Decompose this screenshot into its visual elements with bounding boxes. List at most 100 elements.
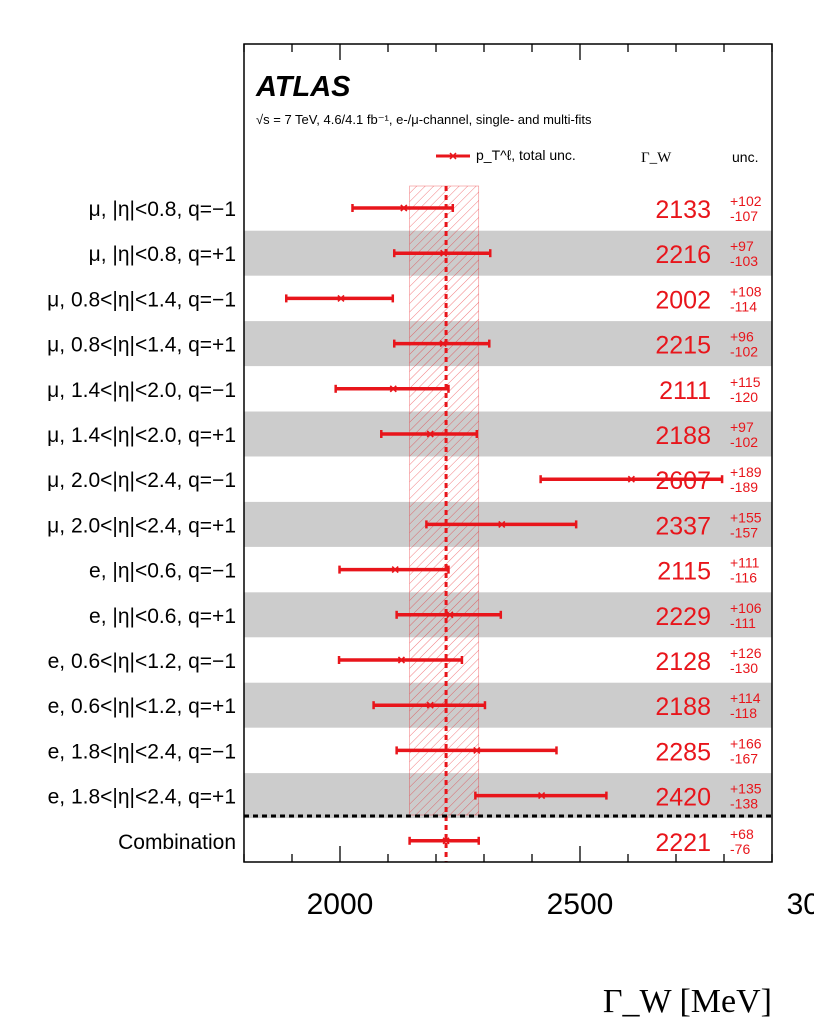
uncertainty-down: -102 bbox=[730, 344, 758, 360]
row-label: μ, 1.4<|η|<2.0, q=−1 bbox=[47, 379, 236, 402]
uncertainty-down: -102 bbox=[730, 434, 758, 450]
measurement-markers bbox=[284, 204, 724, 845]
central-value-marker bbox=[389, 385, 397, 393]
central-value-marker bbox=[446, 611, 454, 619]
x-tick-label: 2000 bbox=[307, 888, 374, 921]
central-value: 2229 bbox=[655, 603, 711, 631]
central-value-marker bbox=[440, 249, 448, 257]
row-band bbox=[244, 321, 772, 367]
row-label: e, |η|<0.6, q=+1 bbox=[89, 605, 236, 628]
uncertainty-down: -189 bbox=[730, 479, 758, 495]
central-value: 2420 bbox=[655, 784, 711, 812]
plot-frame bbox=[243, 43, 773, 863]
row-label: e, 0.6<|η|<1.2, q=−1 bbox=[48, 650, 236, 673]
central-value-marker bbox=[473, 746, 481, 754]
x-tick-label: 2500 bbox=[547, 888, 614, 921]
legend: p_T^ℓ, total unc. bbox=[436, 147, 576, 163]
uncertainty-up: +97 bbox=[730, 238, 754, 254]
central-value: 2128 bbox=[655, 648, 711, 676]
central-value-marker bbox=[400, 204, 408, 212]
row-label: μ, 2.0<|η|<2.4, q=−1 bbox=[47, 469, 236, 492]
central-value: 2285 bbox=[655, 738, 711, 766]
central-value: 2111 bbox=[659, 377, 711, 405]
x-axis-label: Γ_W [MeV] bbox=[603, 983, 772, 1020]
row-label: e, |η|<0.6, q=−1 bbox=[89, 560, 236, 583]
central-value: 2188 bbox=[655, 693, 711, 721]
uncertainty-up: +135 bbox=[730, 781, 762, 797]
central-value: 2215 bbox=[655, 332, 711, 360]
row-bands bbox=[244, 230, 772, 819]
uncertainty-down: -76 bbox=[730, 841, 750, 857]
legend-label: p_T^ℓ, total unc. bbox=[476, 147, 576, 163]
uncertainty-up: +155 bbox=[730, 509, 762, 525]
x-tick-label: 3000 bbox=[787, 888, 814, 921]
uncertainty-down: -157 bbox=[730, 524, 758, 540]
uncertainty-up: +189 bbox=[730, 464, 762, 480]
central-value-marker bbox=[442, 837, 450, 845]
uncertainty-down: -120 bbox=[730, 389, 758, 405]
central-value: 2337 bbox=[655, 512, 711, 540]
central-value: 2188 bbox=[655, 422, 711, 450]
uncertainty-down: -118 bbox=[730, 705, 757, 721]
row-label: Combination bbox=[118, 831, 236, 854]
row-label: μ, 1.4<|η|<2.0, q=+1 bbox=[47, 424, 236, 447]
row-label: μ, 0.8<|η|<1.4, q=−1 bbox=[47, 288, 236, 311]
central-value: 2115 bbox=[657, 558, 711, 586]
central-value-marker bbox=[538, 792, 546, 800]
uncertainty-up: +108 bbox=[730, 283, 762, 299]
row-band bbox=[244, 411, 772, 457]
experiment-label: ATLAS bbox=[255, 71, 351, 103]
chart-subtitle: √s = 7 TeV, 4.6/4.1 fb⁻¹, e-/μ-channel, … bbox=[256, 112, 592, 127]
row-label: e, 1.8<|η|<2.4, q=+1 bbox=[48, 786, 236, 809]
uncertainty-up: +126 bbox=[730, 645, 762, 661]
central-value: 2133 bbox=[655, 196, 711, 224]
central-value-marker bbox=[426, 430, 434, 438]
central-value: 2216 bbox=[655, 241, 711, 269]
row-label: e, 0.6<|η|<1.2, q=+1 bbox=[48, 695, 236, 718]
row-label: μ, |η|<0.8, q=−1 bbox=[89, 198, 236, 221]
uncertainty-up: +106 bbox=[730, 600, 762, 616]
uncertainty-down: -103 bbox=[730, 253, 758, 269]
row-labels: μ, |η|<0.8, q=−1 μ, |η|<0.8, q=+1 μ, 0.8<|… bbox=[47, 198, 236, 854]
row-label: e, 1.8<|η|<2.4, q=−1 bbox=[48, 740, 236, 763]
combination-uncertainty-band bbox=[409, 185, 480, 816]
uncertainty-down: -107 bbox=[730, 208, 758, 224]
central-value: 2002 bbox=[655, 286, 711, 314]
uncertainty-up: +96 bbox=[730, 329, 754, 345]
uncertainty-down: -138 bbox=[730, 796, 758, 812]
uncertainty-down: -114 bbox=[730, 298, 757, 314]
uncertainty-up: +68 bbox=[730, 826, 754, 842]
row-label: μ, |η|<0.8, q=+1 bbox=[89, 243, 236, 266]
uncertainty-up: +97 bbox=[730, 419, 754, 435]
uncertainty-up: +115 bbox=[730, 374, 761, 390]
x-axis-tick-labels: 2000 2500 3000 bbox=[307, 888, 814, 921]
row-band bbox=[244, 592, 772, 638]
uncertainty-down: -167 bbox=[730, 750, 758, 766]
uncertainty-up: +102 bbox=[730, 193, 762, 209]
central-value-marker bbox=[498, 520, 506, 528]
value-column-header: Γ_W bbox=[641, 150, 672, 166]
central-value-marker bbox=[391, 566, 399, 574]
uncertainty-up: +166 bbox=[730, 735, 762, 751]
uncertainty-down: -111 bbox=[730, 615, 756, 631]
central-value-marker bbox=[627, 475, 635, 483]
central-value: 2607 bbox=[655, 467, 711, 495]
x-axis-ticks bbox=[243, 44, 773, 862]
central-value: 2221 bbox=[655, 829, 711, 857]
uncertainty-up: +111 bbox=[730, 555, 760, 571]
uncertainty-up: +114 bbox=[730, 690, 761, 706]
row-label: μ, 2.0<|η|<2.4, q=+1 bbox=[47, 514, 236, 537]
row-label: μ, 0.8<|η|<1.4, q=+1 bbox=[47, 334, 236, 357]
uncertainty-column-header: unc. bbox=[732, 149, 758, 165]
row-band bbox=[244, 682, 772, 728]
central-value-marker bbox=[337, 294, 345, 302]
central-value-marker bbox=[439, 340, 447, 348]
central-value-marker bbox=[426, 701, 434, 709]
row-band bbox=[244, 230, 772, 276]
central-value-marker bbox=[397, 656, 406, 664]
legend-marker bbox=[449, 152, 457, 160]
uncertainty-down: -130 bbox=[730, 660, 758, 676]
uncertainty-down: -116 bbox=[730, 570, 757, 586]
